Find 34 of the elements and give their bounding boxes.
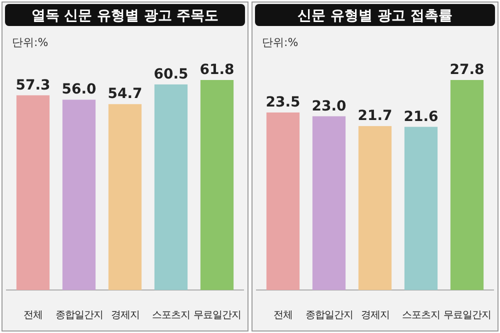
data-label: 21.7 [358,108,392,124]
data-label: 23.5 [266,94,300,110]
x-tick-label: 전체 [274,310,292,321]
chart-title: 열독 신문 유형별 광고 주목도 [31,8,219,24]
bar [108,104,142,290]
bar [16,95,50,290]
bar [450,80,484,290]
text: 단위:% [12,36,48,49]
bar [358,126,392,290]
x-tick-label: 무료일간지 [443,310,491,321]
x-tick-label: 종합일간지 [305,310,353,321]
data-label: 57.3 [16,77,50,94]
bar [266,112,300,290]
x-tick-label: 스포츠지 [152,310,190,321]
x-tick-label: 종합일간지 [55,310,103,321]
bar [200,80,234,290]
bar [404,126,438,290]
data-label: 54.7 [108,86,142,102]
x-tick-label: 무료일간지 [193,310,241,321]
text: 단위:% [262,36,298,49]
data-label: 23.0 [312,98,347,114]
x-tick-label: 전체 [24,310,42,321]
data-label: 61.8 [200,62,234,78]
x-tick-label: 경제지 [360,310,390,321]
data-label: 27.8 [450,62,484,78]
bar [62,100,96,290]
x-tick-label: 경제지 [110,310,140,321]
data-label: 21.6 [404,108,438,125]
data-label: 60.5 [154,66,188,82]
chart-title: 신문 유형별 광고 접촉률 [298,8,452,24]
x-tick-label: 스포츠지 [402,310,440,321]
bar [154,84,188,290]
bar [312,116,346,290]
data-label: 56.0 [62,82,97,98]
